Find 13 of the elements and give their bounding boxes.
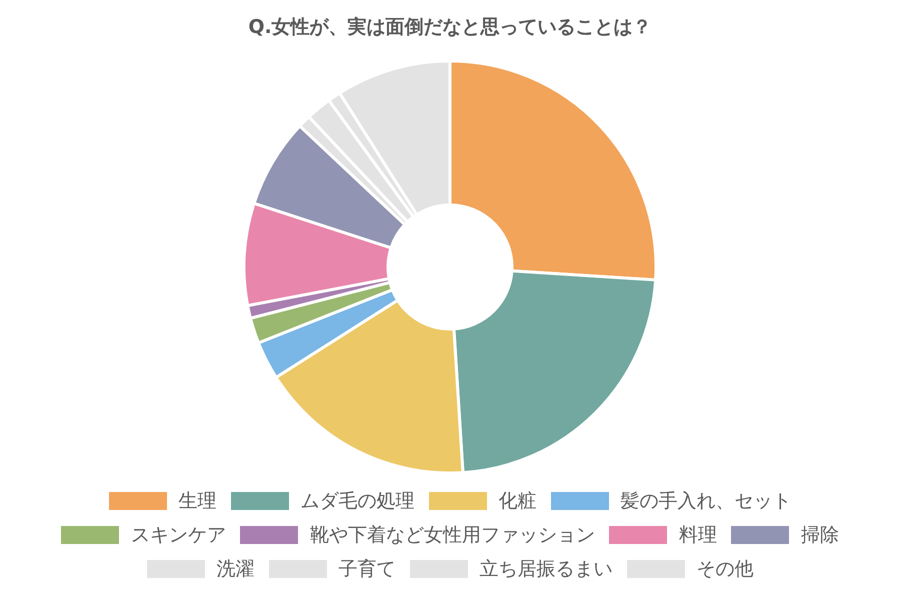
legend-label: 髪の手入れ、セット [620, 489, 792, 514]
legend-label: 掃除 [801, 523, 839, 548]
legend-label: 子育て [338, 557, 396, 582]
legend-label: 生理 [178, 489, 216, 514]
legend-label: その他 [696, 557, 754, 582]
legend-label: 料理 [679, 523, 717, 548]
legend-label: スキンケア [131, 523, 226, 548]
chart-title: Q.女性が、実は面倒だなと思っていることは？ [247, 15, 653, 40]
legend-label: ムダ毛の処理 [300, 489, 414, 514]
legend-label: 洗濯 [216, 557, 254, 582]
legend-label: 化粧 [498, 489, 536, 514]
legend-label: 靴や下着など女性用ファッション [310, 523, 595, 548]
legend-label: 立ち居振るまい [480, 557, 612, 582]
